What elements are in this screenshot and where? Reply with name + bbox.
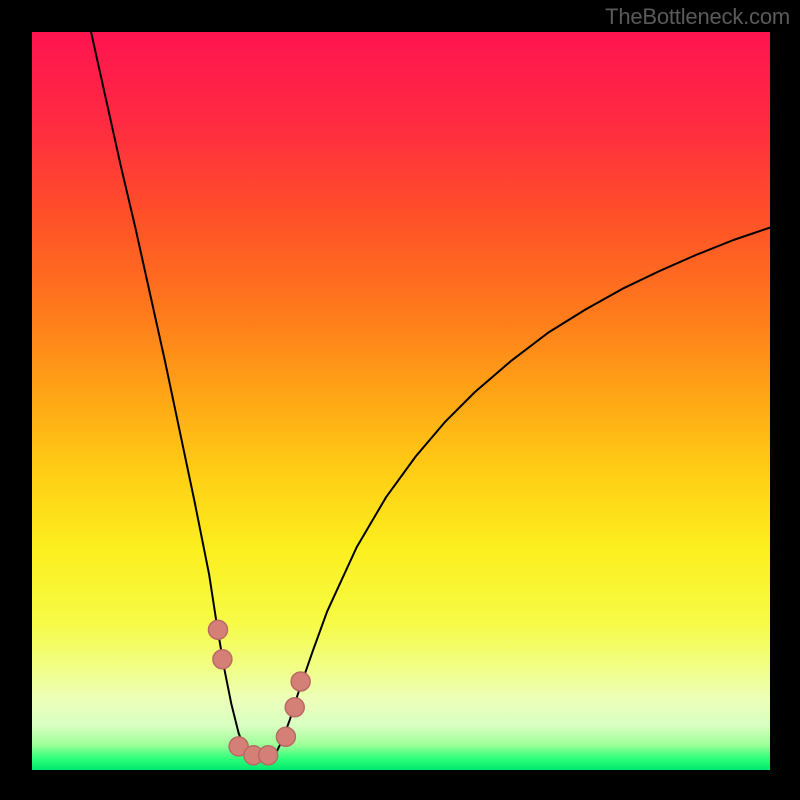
watermark-text: TheBottleneck.com	[605, 4, 790, 30]
data-marker	[213, 650, 232, 669]
data-marker	[291, 672, 310, 691]
bottleneck-chart	[0, 0, 800, 800]
data-marker	[208, 620, 227, 639]
chart-container: TheBottleneck.com	[0, 0, 800, 800]
data-marker	[285, 698, 304, 717]
data-marker	[259, 746, 278, 765]
gradient-background	[32, 32, 770, 770]
data-marker	[276, 727, 295, 746]
